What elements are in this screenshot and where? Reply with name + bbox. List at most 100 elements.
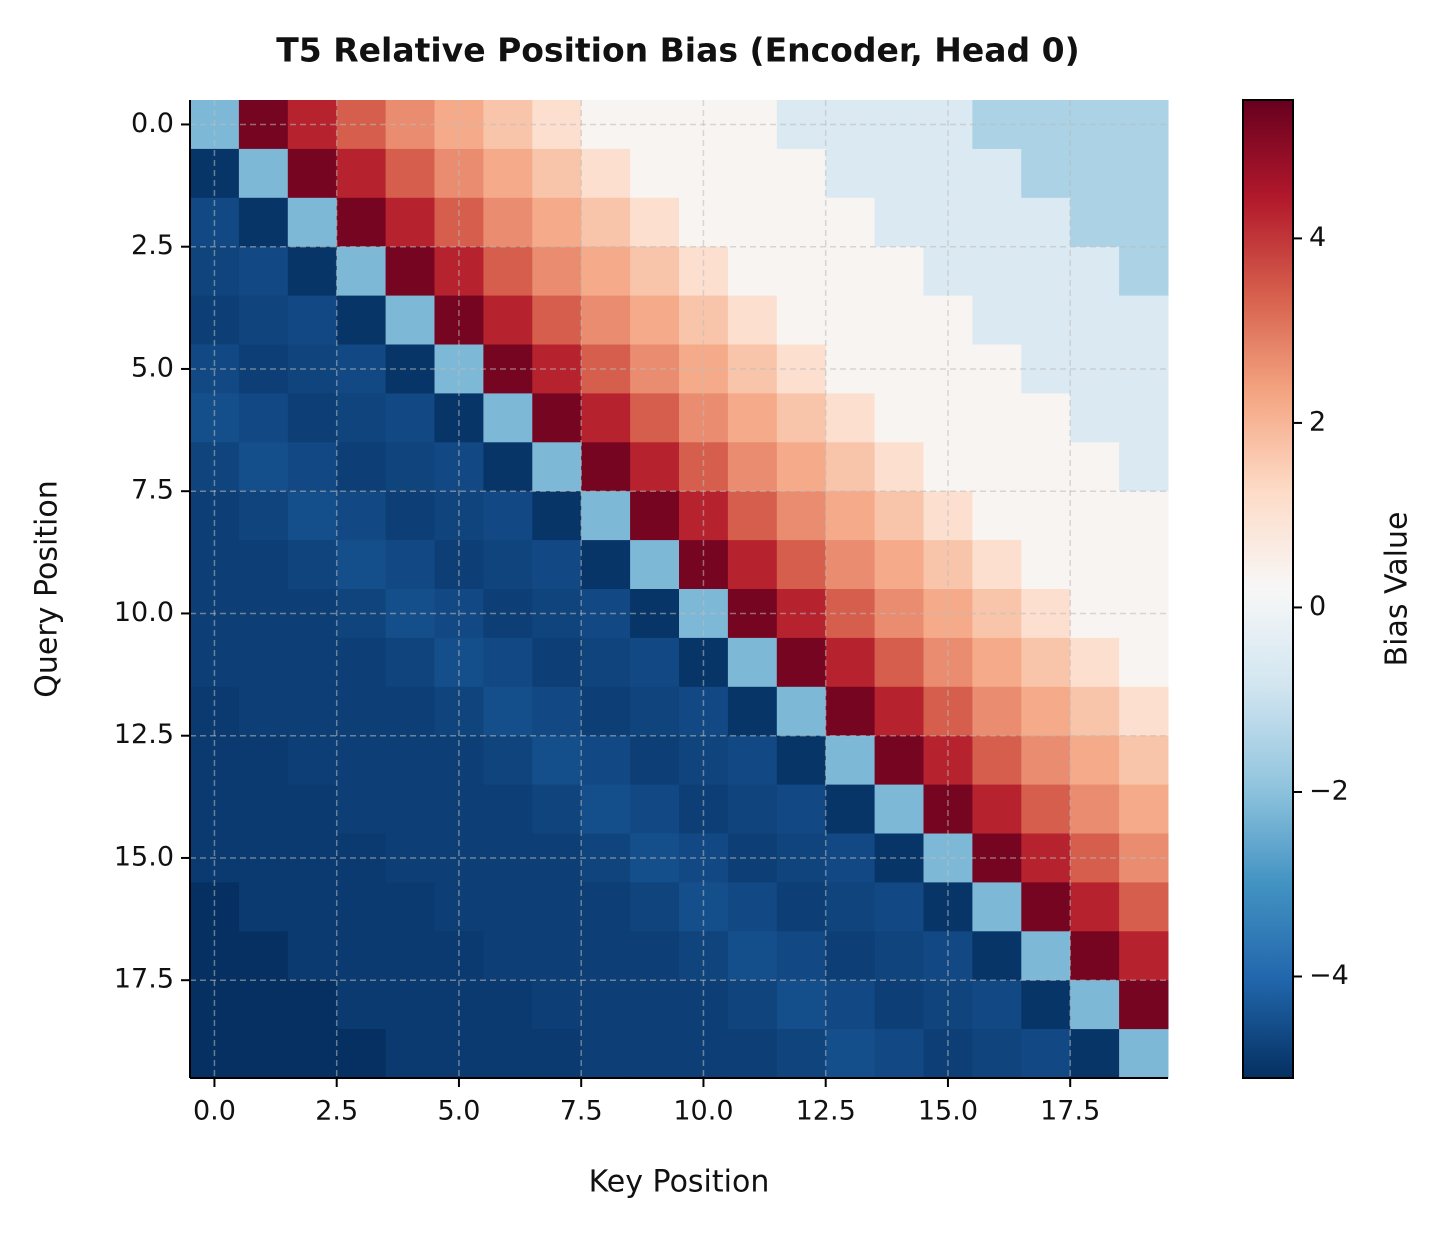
heatmap-cell [1021,393,1071,443]
heatmap-cell [1021,784,1071,834]
heatmap-cell [1070,686,1120,737]
heatmap-cell [385,197,435,248]
heatmap-cell [238,246,289,297]
heatmap-cell [581,686,631,737]
heatmap-cell [630,393,680,443]
heatmap-cell [1070,882,1120,932]
heatmap-cell [336,735,387,786]
chart-title: T5 Relative Position Bias (Encoder, Head… [276,31,1079,70]
heatmap-cell [972,246,1022,297]
heatmap-cell [825,1029,876,1079]
heatmap-cell [825,442,876,492]
heatmap-cell [874,931,924,981]
heatmap-cell [385,882,435,932]
heatmap-cell [1070,735,1120,786]
heatmap-cell [336,442,387,492]
heatmap-cell [776,442,827,492]
heatmap-cell [825,980,876,1030]
heatmap-cell [238,393,289,443]
heatmap-cell [630,197,680,248]
colorbar-label: Bias Value [1380,512,1415,667]
heatmap-cell [287,540,338,590]
heatmap-cell [287,197,338,248]
heatmap-cell [1070,393,1120,443]
heatmap-cell [336,246,387,297]
heatmap-cell [1119,784,1169,834]
y-tick-label: 0.0 [131,108,174,139]
heatmap-cell [385,980,435,1030]
heatmap-cell [630,540,680,590]
heatmap-cell [238,1029,289,1079]
heatmap-cell [287,784,338,834]
heatmap-cell [385,295,435,345]
heatmap-cell [1021,980,1071,1030]
heatmap-cell [483,1029,533,1079]
heatmap-cell [1119,1029,1169,1079]
heatmap-cell [287,931,338,981]
heatmap-cell [825,491,876,541]
heatmap-cell [581,882,631,932]
heatmap-cell [874,980,924,1030]
heatmap-cell [727,148,778,199]
heatmap-cell [630,686,680,737]
heatmap-cell [238,980,289,1030]
heatmap-cell [874,197,924,248]
heatmap-cell [1021,148,1071,199]
heatmap-cell [581,784,631,834]
y-tick-label: 2.5 [131,230,174,261]
heatmap-cell [1021,295,1071,345]
heatmap-cell [630,491,680,541]
heatmap-cell [581,637,631,688]
heatmap-cell [287,295,338,345]
heatmap-cell [776,882,827,932]
heatmap-cell [825,882,876,932]
heatmap-cell [727,442,778,492]
heatmap-cell [385,491,435,541]
heatmap-cell [1070,148,1120,199]
heatmap-cell [874,148,924,199]
heatmap-cell [776,148,827,199]
heatmap-cell [825,735,876,786]
colorbar-tick-label: 4 [1309,222,1326,253]
heatmap-cell [581,197,631,248]
heatmap-cell [385,393,435,443]
heatmap-cell [1070,246,1120,297]
x-tick-label: 7.5 [560,1096,603,1127]
heatmap-cell [727,882,778,932]
heatmap-cell [385,931,435,981]
heatmap-cell [727,735,778,786]
heatmap-cell [532,491,582,541]
heatmap-cell [238,540,289,590]
heatmap-cell [483,931,533,981]
heatmap-cell [336,1029,387,1079]
heatmap-cell [532,686,582,737]
heatmap-cell [874,295,924,345]
heatmap-cell [1021,686,1071,737]
heatmap-cell [483,735,533,786]
heatmap-cell [336,686,387,737]
colorbar-tick-label: −4 [1309,960,1349,991]
heatmap-cell [972,295,1022,345]
x-tick-label: 2.5 [315,1096,358,1127]
heatmap-cell [581,1029,631,1079]
heatmap-cell [532,637,582,688]
heatmap-cell [776,491,827,541]
heatmap-cell [238,491,289,541]
heatmap-cell [1070,637,1120,688]
heatmap-cell [336,882,387,932]
heatmap-cell [1021,637,1071,688]
heatmap-cell [483,637,533,688]
heatmap-cell [1070,295,1120,345]
heatmap-cell [287,246,338,297]
x-tick-label: 10.0 [673,1096,733,1127]
heatmap-cell [776,246,827,297]
heatmap-cell [874,1029,924,1079]
heatmap-cell [1119,735,1169,786]
heatmap-cell [1119,393,1169,443]
heatmap-cell [581,246,631,297]
heatmap-cell [825,295,876,345]
heatmap-cell [825,637,876,688]
heatmap-cell [532,393,582,443]
heatmap-cell [972,442,1022,492]
